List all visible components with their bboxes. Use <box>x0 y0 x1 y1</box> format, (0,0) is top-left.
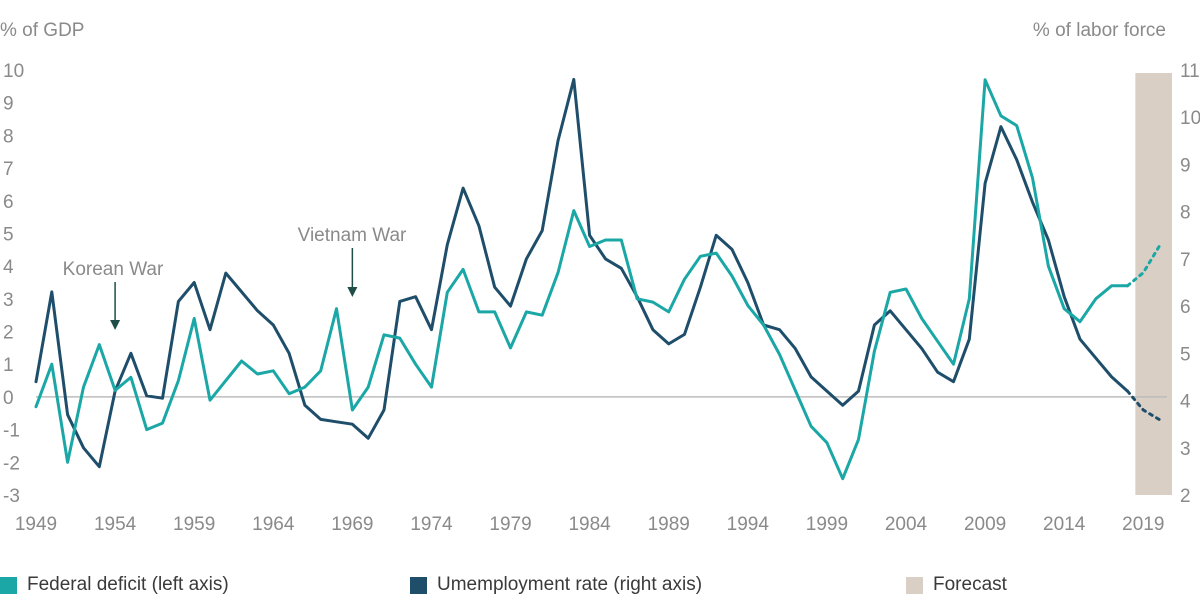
right-axis-ticks: 11 10 9 8 7 6 5 4 3 2 <box>1180 61 1200 507</box>
right-tick-label: 6 <box>1180 297 1191 318</box>
x-tick-label: 1949 <box>15 514 57 535</box>
legend-label-forecast: Forecast <box>933 574 1007 595</box>
left-tick-label: 4 <box>3 257 14 278</box>
x-tick-label: 2019 <box>1122 514 1164 535</box>
right-tick-label: 3 <box>1180 439 1191 460</box>
annotation-label: Vietnam War <box>298 225 407 246</box>
legend-label-unemployment: Umemployment rate (right axis) <box>437 574 703 595</box>
annotation-label: Korean War <box>63 259 164 280</box>
right-tick-label: 2 <box>1180 486 1191 507</box>
right-tick-label: 8 <box>1180 203 1191 224</box>
right-tick-label: 5 <box>1180 344 1191 365</box>
right-tick-label: 10 <box>1180 108 1200 129</box>
x-tick-label: 1969 <box>331 514 373 535</box>
right-tick-label: 7 <box>1180 250 1191 271</box>
legend-label-deficit: Federal deficit (left axis) <box>27 574 229 595</box>
left-tick-label: -3 <box>3 486 20 507</box>
x-axis-ticks: 1949 1954 1959 1964 1969 1974 1979 1984 1989 1994… <box>15 514 1165 535</box>
legend-item-unemployment: Umemployment rate (right axis) <box>410 574 702 596</box>
legend-swatch-forecast <box>906 576 923 594</box>
x-tick-label: 2009 <box>964 514 1006 535</box>
x-tick-label: 1999 <box>806 514 848 535</box>
right-tick-label: 9 <box>1180 155 1191 176</box>
left-tick-label: 10 <box>3 61 24 82</box>
x-tick-label: 1984 <box>568 514 611 535</box>
x-tick-label: 2014 <box>1043 514 1086 535</box>
unemployment-forecast-line <box>1126 389 1161 421</box>
left-tick-label: 0 <box>3 388 14 409</box>
x-tick-label: 1964 <box>252 514 295 535</box>
unemployment-line <box>34 77 1129 469</box>
left-tick-label: 8 <box>3 126 14 147</box>
legend-item-deficit: Federal deficit (left axis) <box>0 574 229 596</box>
x-tick-label: 2004 <box>885 514 928 535</box>
x-tick-label: 1954 <box>94 514 137 535</box>
left-tick-label: 1 <box>3 355 14 376</box>
legend: Federal deficit (left axis) Umemployment… <box>0 574 1200 604</box>
legend-item-forecast: Forecast <box>906 574 1007 596</box>
x-tick-label: 1959 <box>173 514 215 535</box>
x-tick-label: 1974 <box>410 514 453 535</box>
series-lines <box>34 77 1161 481</box>
x-tick-label: 1979 <box>489 514 531 535</box>
x-tick-label: 1994 <box>727 514 770 535</box>
right-axis-label: % of labor force <box>1033 20 1166 41</box>
left-tick-label: 6 <box>3 192 14 213</box>
left-axis-label: % of GDP <box>0 20 84 41</box>
legend-swatch-unemployment <box>410 576 427 594</box>
left-tick-label: 7 <box>3 159 14 180</box>
left-tick-label: 3 <box>3 290 14 311</box>
chart-svg: % of GDP % of labor force 109876543210-1… <box>0 20 1200 535</box>
annotation-arrow-head <box>347 287 358 297</box>
annotation-arrow-head <box>110 320 121 330</box>
x-tick-label: 1989 <box>648 514 690 535</box>
deficit-line <box>34 78 1129 481</box>
right-tick-label: 4 <box>1180 392 1191 413</box>
left-tick-label: 9 <box>3 94 14 115</box>
forecast-band <box>1135 73 1172 495</box>
left-tick-label: -2 <box>3 453 20 474</box>
deficit-forecast-line <box>1126 245 1161 288</box>
right-tick-label: 11 <box>1180 61 1200 82</box>
legend-swatch-deficit <box>0 576 17 594</box>
annotations: Korean War Vietnam War <box>63 225 407 330</box>
left-tick-label: -1 <box>3 421 20 442</box>
left-tick-label: 5 <box>3 224 14 245</box>
left-tick-label: 2 <box>3 323 14 344</box>
